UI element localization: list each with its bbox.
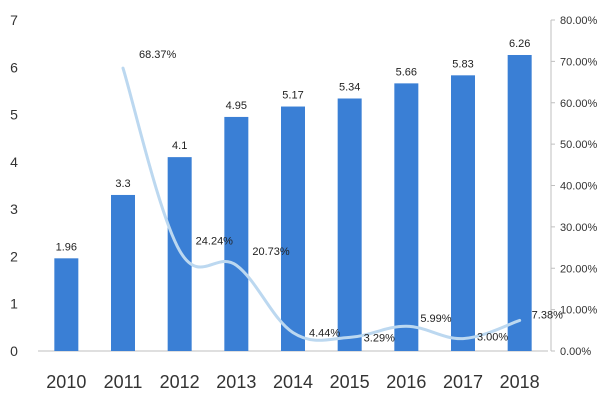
y-right-tick-label: 80.00% — [560, 15, 598, 27]
line-value-label: 7.38% — [532, 309, 563, 321]
x-tick-label: 2017 — [443, 372, 483, 392]
bar — [394, 83, 419, 351]
axes: 012345670.00%10.00%20.00%30.00%40.00%50.… — [10, 12, 597, 392]
bar — [337, 98, 362, 351]
line-value-label: 4.44% — [309, 328, 340, 340]
bar-value-label: 1.96 — [56, 241, 77, 253]
bar-value-label: 5.17 — [282, 90, 303, 102]
bar — [167, 157, 192, 351]
y-right-tick-label: 20.00% — [560, 263, 598, 275]
bar-value-label: 6.26 — [509, 38, 530, 50]
line-value-label: 3.00% — [477, 332, 508, 344]
y-left-tick-label: 3 — [10, 201, 18, 217]
data-labels: 1.96 3.3 4.1 4.95 5.17 5.34 5.66 5.83 6.26 68.37%… — [56, 38, 563, 344]
line-value-label: 3.29% — [364, 332, 395, 344]
x-tick-label: 2010 — [46, 372, 86, 392]
y-right-tick-label: 60.00% — [560, 98, 598, 110]
bar-value-label: 4.95 — [226, 100, 247, 112]
bar-value-label: 5.66 — [396, 66, 417, 78]
bar-value-label: 5.83 — [452, 58, 473, 70]
y-left-tick-label: 7 — [10, 12, 18, 28]
bar-value-label: 4.1 — [172, 140, 187, 152]
x-tick-label: 2011 — [104, 372, 143, 392]
bar — [451, 75, 475, 352]
x-tick-label: 2013 — [216, 372, 256, 392]
y-left-tick-label: 6 — [10, 59, 18, 75]
x-tick-label: 2012 — [160, 372, 200, 392]
growth-line-path — [121, 66, 522, 342]
line-value-label: 20.73% — [252, 246, 290, 258]
bar — [224, 116, 249, 351]
y-right-tick-label: 40.00% — [560, 181, 598, 193]
bar — [54, 258, 79, 351]
growth-line — [121, 66, 522, 342]
bars — [54, 54, 532, 352]
bar — [111, 194, 135, 351]
x-tick-label: 2018 — [500, 372, 540, 392]
y-right-tick-label: 30.00% — [560, 222, 598, 234]
y-left-tick-label: 5 — [10, 107, 18, 123]
y-left-tick-label: 0 — [10, 343, 18, 359]
bar-value-label: 3.3 — [115, 178, 130, 190]
bar — [281, 106, 305, 351]
y-left-tick-label: 2 — [10, 248, 18, 264]
y-left-tick-label: 1 — [10, 296, 18, 312]
y-right-tick-label: 50.00% — [560, 139, 598, 151]
line-value-label: 68.37% — [139, 49, 177, 61]
x-tick-label: 2016 — [386, 372, 426, 392]
y-right-tick-label: 10.00% — [560, 305, 598, 317]
line-value-label: 5.99% — [420, 313, 451, 325]
x-tick-label: 2014 — [273, 372, 313, 392]
bar-value-label: 5.34 — [339, 81, 360, 93]
bar — [507, 54, 532, 352]
line-value-label: 24.24% — [196, 236, 234, 248]
y-left-tick-label: 4 — [10, 154, 18, 170]
y-right-tick-label: 70.00% — [560, 56, 598, 68]
x-tick-label: 2015 — [330, 372, 370, 392]
y-right-tick-label: 0.00% — [560, 346, 591, 358]
